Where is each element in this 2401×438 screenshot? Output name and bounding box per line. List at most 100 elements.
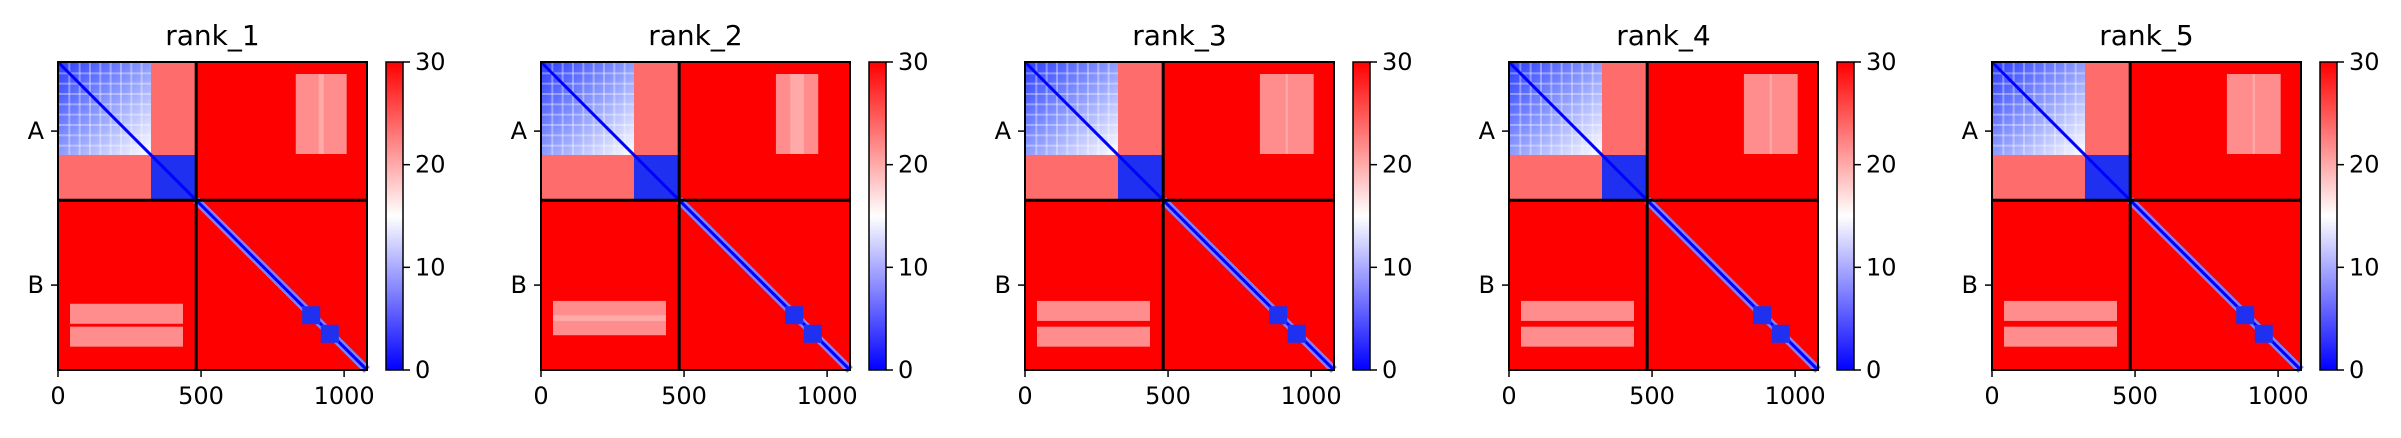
colorbar-tick-label: 30	[898, 48, 929, 76]
heatmap-diagonal-a	[56, 60, 198, 202]
panel-title: rank_5	[2099, 19, 2193, 52]
heatmap-stripe-aa-v	[2022, 62, 2025, 155]
heatmap-stripe-ba-1	[1037, 300, 1150, 321]
heatmap-stripe-aa-h	[1509, 92, 1602, 95]
heatmap-offdiag-aa-top	[2084, 62, 2131, 155]
heatmap-domain-b-2	[1287, 324, 1306, 343]
heatmap-stripe-ab-2	[1769, 74, 1798, 154]
x-tick-label: 0	[1984, 382, 1999, 410]
x-tick-label: 0	[533, 382, 548, 410]
axes-frame	[57, 61, 368, 371]
axes-frame	[540, 61, 851, 371]
heatmap-stripe-aa-v	[78, 62, 81, 155]
colorbar-tick-label: 20	[1382, 151, 1413, 179]
heatmap-diagonal-a	[539, 60, 681, 202]
y-tick-label: B	[1479, 271, 1495, 299]
colorbar-tick-label: 0	[898, 356, 913, 384]
heatmap-stripe-aa-v	[1519, 62, 1522, 155]
heatmap-stripe-aa-h	[541, 72, 634, 75]
panel-5: rank_5 0 500 1000 A B 0 10 20 30	[1962, 19, 2380, 410]
heatmap-stripe-aa-h	[58, 92, 151, 95]
colorbar	[1352, 61, 1371, 371]
heatmap-stripe-aa-h	[541, 144, 634, 147]
heatmap-stripe-aa-v	[1086, 62, 1089, 155]
heatmap-stripe-aa-v	[119, 62, 122, 155]
colorbar-tick-label: 0	[2349, 356, 2364, 384]
heatmap-offdiag-aa-top	[1601, 62, 1648, 155]
heatmap-stripe-aa-v	[130, 62, 133, 155]
heatmap-stripe-aa-h	[1509, 144, 1602, 147]
panel-title: rank_1	[165, 19, 259, 52]
y-tick-label: A	[995, 117, 1012, 145]
heatmap-stripe-aa-h	[541, 92, 634, 95]
heatmap-domain-b-1	[1269, 306, 1288, 325]
heatmap-domain-b-1	[302, 306, 321, 325]
heatmap-domain-b-1	[1753, 306, 1772, 325]
heatmap-stripe-ab-2	[2252, 74, 2281, 154]
heatmap-stripe-aa-v	[140, 62, 143, 155]
heatmap-stripe-aa-v	[99, 62, 102, 155]
colorbar-tick-label: 30	[1382, 48, 1413, 76]
heatmap-stripe-aa-v	[561, 62, 564, 155]
heatmap-stripe-aa-v	[2002, 62, 2005, 155]
heatmap-stripe-aa-h	[1509, 103, 1602, 106]
heatmap-stripe-aa-h	[1025, 144, 1118, 147]
x-tick-label: 1000	[314, 382, 375, 410]
heatmap-domain-b-2	[320, 324, 339, 343]
heatmap-stripe-aa-h	[1509, 82, 1602, 85]
heatmap-stripe-aa-h	[541, 103, 634, 106]
x-tick-label: 1000	[1281, 382, 1342, 410]
heatmap-stripe-aa-v	[1055, 62, 1058, 155]
y-tick-label: A	[28, 117, 45, 145]
heatmap-domain-b-2	[2254, 324, 2273, 343]
colorbar-tick-label: 10	[415, 253, 446, 281]
heatmap-stripe-ba-2	[2004, 326, 2117, 347]
axes-frame	[1024, 61, 1335, 371]
heatmap-stripe-ba-2	[1037, 326, 1150, 347]
heatmap-stripe-aa-v	[2064, 62, 2067, 155]
heatmap-stripe-aa-v	[2033, 62, 2036, 155]
heatmap-diagonal-a	[1990, 60, 2132, 202]
heatmap-domain-b-1	[2236, 306, 2255, 325]
heatmap-stripe-aa-h	[58, 82, 151, 85]
panel-title: rank_3	[1132, 19, 1226, 52]
heatmap-stripe-aa-v	[551, 62, 554, 155]
heatmap-stripe-aa-h	[1509, 123, 1602, 126]
heatmap-stripe-aa-h	[1992, 134, 2085, 137]
y-tick-label: A	[1479, 117, 1496, 145]
x-tick-label: 0	[50, 382, 65, 410]
colorbar-tick-label: 10	[1866, 253, 1897, 281]
heatmap-stripe-aa-v	[602, 62, 605, 155]
heatmap-domain-b-1	[785, 306, 804, 325]
heatmap-stripe-aa-h	[1025, 72, 1118, 75]
heatmap-stripe-aa-v	[1107, 62, 1110, 155]
heatmap-stripe-aa-v	[1076, 62, 1079, 155]
heatmap-stripe-aa-v	[1529, 62, 1532, 155]
x-tick-label: 1000	[2248, 382, 2309, 410]
heatmap-stripe-aa-v	[68, 62, 71, 155]
colorbar-tick-label: 30	[1866, 48, 1897, 76]
heatmap-domain-b-2	[1771, 324, 1790, 343]
heatmap-stripe-aa-h	[1992, 92, 2085, 95]
heatmap-offdiag-aa-bottom	[1025, 154, 1118, 201]
heatmap-stripe-aa-v	[1097, 62, 1100, 155]
heatmap-stripe-ab-1	[1259, 74, 1288, 154]
colorbar-tick-label: 10	[2349, 253, 2380, 281]
x-tick-label: 1000	[797, 382, 858, 410]
heatmap-stripe-aa-h	[1992, 82, 2085, 85]
heatmap-stripe-aa-h	[1025, 103, 1118, 106]
x-tick-label: 1000	[1765, 382, 1826, 410]
heatmap-stripe-aa-v	[2043, 62, 2046, 155]
heatmap-stripe-ab-2	[1285, 74, 1314, 154]
heatmap-offdiag-aa-bottom	[1992, 154, 2085, 201]
heatmap-stripe-aa-h	[541, 123, 634, 126]
heatmap-stripe-aa-h	[1509, 113, 1602, 116]
heatmap-stripe-aa-h	[58, 134, 151, 137]
heatmap-stripe-aa-h	[541, 113, 634, 116]
y-tick-label: B	[28, 271, 44, 299]
heatmap-offdiag-aa-top	[150, 62, 197, 155]
heatmap-offdiag-aa-top	[1117, 62, 1164, 155]
colorbar-tick-label: 20	[415, 151, 446, 179]
colorbar-tick-label: 0	[415, 356, 430, 384]
